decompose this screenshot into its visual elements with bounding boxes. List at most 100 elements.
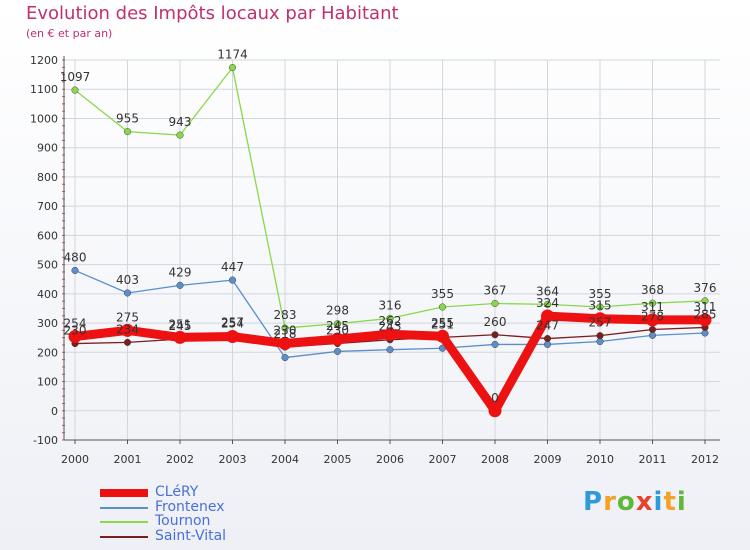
x-tick-label: 2009 (534, 453, 562, 466)
data-point (491, 340, 499, 348)
data-label: 1174 (217, 48, 248, 62)
data-label: 262 (379, 314, 402, 328)
data-label: 254 (64, 317, 87, 331)
x-tick-label: 2012 (691, 453, 719, 466)
x-tick-label: 2001 (114, 453, 142, 466)
data-point (646, 313, 659, 327)
chart-title: Evolution des Impôts locaux par Habitant (26, 3, 399, 24)
y-tick-label: 900 (37, 142, 58, 155)
series-layer (68, 64, 712, 418)
x-tick-label: 2006 (376, 453, 404, 466)
data-point (436, 329, 449, 343)
data-label: 1097 (60, 70, 91, 84)
data-point (596, 303, 604, 311)
y-tick-label: 300 (37, 317, 58, 330)
data-point (488, 404, 502, 418)
data-label: 283 (274, 308, 297, 322)
logo-letter: i (676, 487, 687, 517)
data-label: 254 (221, 317, 244, 331)
data-point (491, 299, 499, 308)
data-label: 275 (116, 310, 139, 324)
data-point (176, 281, 184, 289)
data-point (701, 297, 709, 305)
data-point (648, 299, 657, 307)
data-point (543, 300, 552, 308)
x-tick-label: 2010 (586, 453, 614, 466)
data-label: 247 (536, 319, 559, 333)
data-label: 367 (484, 283, 507, 297)
x-tick-label: 2003 (219, 453, 247, 466)
data-label: 355 (589, 287, 612, 301)
data-point (331, 332, 344, 346)
y-tick-label: -100 (33, 434, 58, 447)
data-point (541, 309, 554, 323)
legend-swatch (100, 521, 148, 523)
legend-label: Saint-Vital (155, 527, 227, 544)
logo-letter: o (616, 487, 636, 517)
y-tick-label: 200 (37, 346, 58, 359)
y-tick-label: 500 (37, 259, 58, 272)
data-label: 285 (694, 307, 717, 321)
data-label: 429 (169, 265, 192, 279)
data-point (68, 330, 82, 344)
data-label: 0 (491, 391, 499, 405)
x-tick-label: 2002 (166, 453, 194, 466)
data-label: 245 (326, 319, 349, 333)
logo-letter: P (583, 487, 604, 517)
data-label: 230 (274, 324, 297, 338)
legend-label: Frontenex (155, 498, 225, 515)
data-point (71, 266, 79, 275)
logo-letter: t (663, 487, 677, 517)
y-tick-label: 1000 (30, 112, 58, 125)
data-label: 447 (221, 260, 244, 274)
data-point (438, 303, 447, 311)
legend-swatch (100, 489, 148, 497)
data-point (596, 332, 604, 340)
x-tick-label: 2007 (429, 453, 457, 466)
logo-letter: i (653, 487, 664, 517)
data-point (491, 331, 499, 339)
data-label: 480 (64, 250, 87, 264)
data-point (386, 314, 394, 322)
data-point (176, 131, 184, 139)
data-label: 251 (431, 317, 454, 331)
axis-layer: -100 0 100 200 300 400 500 600 700 800 900 1000 1100… (30, 54, 720, 466)
data-point (383, 327, 397, 341)
data-point (543, 335, 552, 343)
x-tick-label: 2000 (61, 453, 89, 466)
data-label: 245 (169, 319, 192, 333)
data-label: 278 (641, 310, 664, 324)
data-point (123, 128, 132, 136)
logo-letter: r (603, 487, 617, 517)
data-point (228, 276, 237, 284)
data-label: 257 (589, 316, 612, 330)
data-point (698, 313, 712, 327)
y-tick-label: 600 (37, 229, 58, 242)
data-point (281, 324, 289, 332)
data-label: 260 (484, 315, 507, 329)
x-tick-label: 2008 (481, 453, 509, 466)
legend-swatch (100, 506, 148, 509)
data-point (226, 330, 239, 344)
data-label: 364 (536, 284, 559, 298)
data-label: 368 (641, 283, 664, 297)
data-point (333, 320, 342, 328)
y-tick-label: 1100 (30, 83, 58, 96)
data-point (278, 337, 292, 351)
legend-label: Tournon (155, 513, 211, 529)
y-tick-label: 0 (51, 405, 58, 418)
data-label: 311 (694, 300, 717, 314)
logo-letter: x (635, 487, 654, 517)
data-label: 230 (326, 324, 349, 338)
y-tick-label: 400 (37, 288, 58, 301)
legend-swatch (100, 535, 148, 538)
data-label: 255 (431, 316, 454, 330)
y-tick-label: 800 (37, 171, 58, 184)
data-label: 324 (536, 296, 559, 310)
data-label: 257 (221, 316, 244, 330)
data-point (121, 323, 134, 337)
data-label: 376 (694, 281, 717, 295)
data-point (648, 325, 657, 334)
data-point (281, 354, 289, 362)
